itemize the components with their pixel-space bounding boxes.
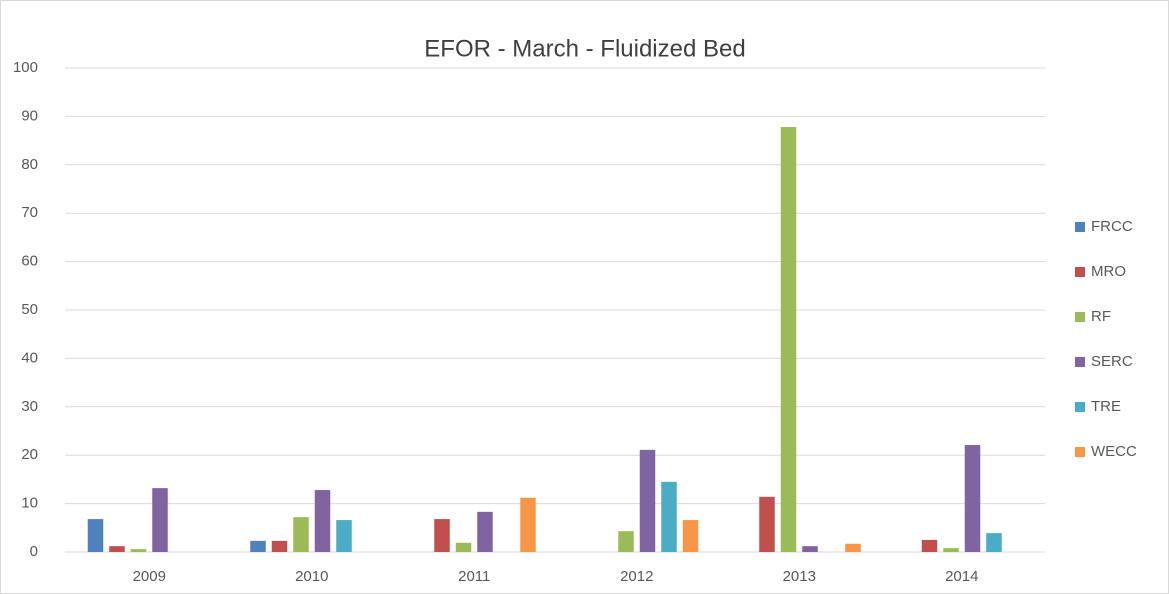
x-tick-label: 2009	[133, 568, 166, 585]
bar	[921, 539, 938, 552]
y-tick-label: 100	[13, 59, 38, 76]
legend-label: FRCC	[1091, 218, 1133, 235]
bar	[661, 481, 677, 552]
bar	[682, 520, 699, 552]
y-tick-label: 90	[21, 107, 38, 124]
bar	[986, 533, 1002, 552]
x-tick-label: 2014	[945, 568, 978, 585]
bar	[293, 517, 309, 552]
y-tick-label: 20	[21, 446, 38, 463]
bar	[314, 490, 331, 552]
bar	[639, 449, 656, 552]
bar	[759, 496, 775, 552]
bar	[152, 488, 168, 552]
y-tick-label: 70	[21, 204, 38, 221]
x-tick-label: 2012	[620, 568, 653, 585]
legend-swatch	[1075, 267, 1085, 277]
bar	[845, 543, 861, 552]
bar	[336, 520, 352, 552]
bar	[109, 546, 125, 552]
x-tick-label: 2010	[295, 568, 328, 585]
x-tick-label: 2011	[458, 568, 490, 585]
bar	[87, 519, 104, 552]
bar	[130, 549, 147, 552]
legend-label: RF	[1091, 308, 1111, 325]
legend-label: TRE	[1091, 398, 1121, 415]
bar	[477, 511, 493, 552]
bar	[964, 445, 981, 552]
bar	[455, 542, 472, 552]
y-tick-label: 30	[21, 398, 38, 415]
bar	[943, 548, 959, 552]
bar	[780, 127, 797, 552]
chart-title: EFOR - March - Fluidized Bed	[424, 35, 745, 62]
legend-swatch	[1075, 222, 1085, 232]
y-tick-label: 80	[21, 156, 38, 173]
legend-label: WECC	[1091, 443, 1137, 460]
legend-swatch	[1075, 357, 1085, 367]
bar	[271, 540, 288, 552]
y-tick-label: 40	[21, 349, 38, 366]
bar	[802, 546, 818, 552]
legend-swatch	[1075, 447, 1085, 457]
y-tick-label: 50	[21, 301, 38, 318]
bar	[250, 540, 266, 552]
legend-label: MRO	[1091, 263, 1126, 280]
y-tick-label: 0	[30, 543, 38, 560]
bar	[618, 531, 634, 552]
x-tick-label: 2013	[783, 568, 816, 585]
bar	[520, 497, 536, 552]
y-tick-label: 10	[21, 495, 38, 512]
bar	[434, 519, 450, 552]
y-tick-label: 60	[21, 253, 38, 270]
legend-swatch	[1075, 402, 1085, 412]
legend-swatch	[1075, 312, 1085, 322]
legend-label: SERC	[1091, 353, 1133, 370]
